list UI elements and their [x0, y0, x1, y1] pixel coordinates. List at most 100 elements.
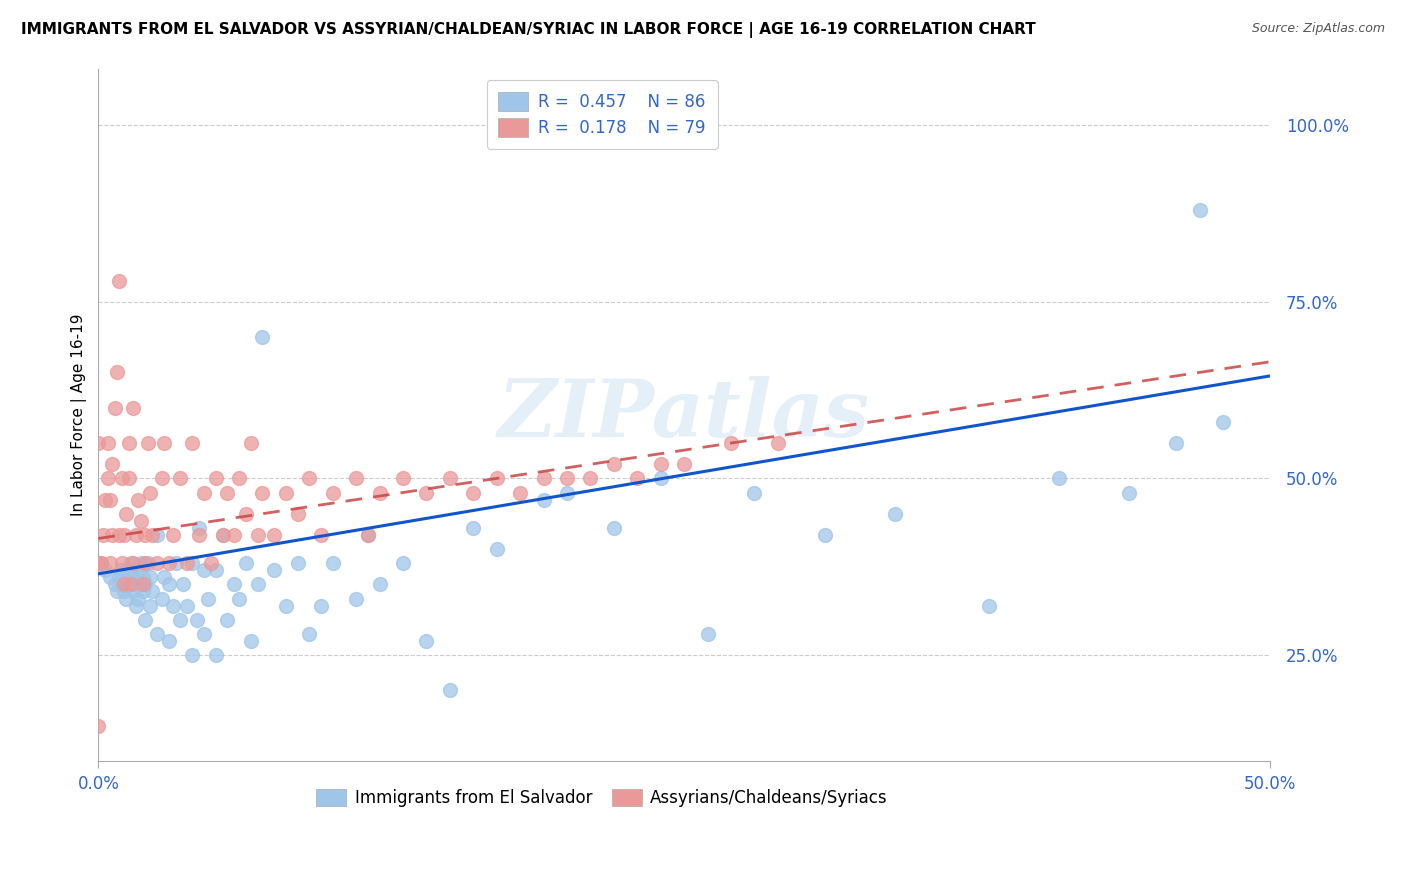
Point	[111, 471, 134, 485]
Point	[118, 436, 141, 450]
Point	[673, 457, 696, 471]
Text: Source: ZipAtlas.com: Source: ZipAtlas.com	[1251, 22, 1385, 36]
Point	[146, 627, 169, 641]
Point	[357, 528, 380, 542]
Point	[108, 570, 131, 584]
Point	[415, 485, 437, 500]
Point	[533, 492, 555, 507]
Point	[146, 528, 169, 542]
Point	[181, 436, 204, 450]
Point	[579, 471, 602, 485]
Point	[105, 584, 128, 599]
Point	[125, 599, 148, 613]
Point	[235, 507, 257, 521]
Point	[298, 627, 321, 641]
Point	[134, 528, 156, 542]
Point	[90, 556, 112, 570]
Point	[1188, 202, 1211, 217]
Point	[744, 485, 766, 500]
Point	[1166, 436, 1188, 450]
Point	[141, 528, 163, 542]
Point	[111, 577, 134, 591]
Point	[132, 584, 155, 599]
Point	[157, 577, 180, 591]
Point	[626, 471, 648, 485]
Point	[463, 485, 485, 500]
Point	[153, 570, 176, 584]
Point	[115, 570, 138, 584]
Point	[122, 556, 145, 570]
Point	[211, 528, 233, 542]
Point	[112, 577, 135, 591]
Point	[97, 471, 120, 485]
Point	[309, 599, 332, 613]
Point	[246, 577, 269, 591]
Point	[134, 577, 156, 591]
Point	[97, 436, 120, 450]
Point	[224, 577, 246, 591]
Point	[603, 521, 626, 535]
Point	[204, 648, 226, 662]
Point	[108, 273, 131, 287]
Point	[120, 577, 142, 591]
Point	[108, 528, 131, 542]
Point	[122, 401, 145, 415]
Point	[101, 528, 124, 542]
Point	[139, 570, 162, 584]
Point	[87, 719, 110, 733]
Point	[309, 528, 332, 542]
Point	[87, 556, 110, 570]
Point	[165, 556, 187, 570]
Point	[193, 627, 215, 641]
Point	[188, 521, 211, 535]
Point	[127, 492, 149, 507]
Point	[129, 556, 152, 570]
Point	[120, 556, 142, 570]
Point	[720, 436, 742, 450]
Point	[211, 528, 233, 542]
Point	[228, 591, 250, 606]
Point	[239, 634, 262, 648]
Point	[94, 563, 117, 577]
Point	[87, 436, 110, 450]
Point	[1118, 485, 1140, 500]
Point	[368, 485, 391, 500]
Point	[112, 528, 135, 542]
Point	[485, 542, 508, 557]
Point	[274, 599, 297, 613]
Point	[118, 577, 141, 591]
Point	[977, 599, 1000, 613]
Point	[181, 648, 204, 662]
Point	[101, 457, 124, 471]
Point	[162, 528, 184, 542]
Point	[485, 471, 508, 485]
Point	[186, 613, 208, 627]
Point	[415, 634, 437, 648]
Point	[368, 577, 391, 591]
Point	[98, 492, 121, 507]
Point	[235, 556, 257, 570]
Point	[298, 471, 321, 485]
Point	[322, 556, 344, 570]
Point	[157, 556, 180, 570]
Point	[127, 563, 149, 577]
Point	[105, 365, 128, 379]
Point	[91, 528, 114, 542]
Point	[111, 556, 134, 570]
Point	[112, 584, 135, 599]
Point	[98, 570, 121, 584]
Point	[134, 556, 156, 570]
Point	[134, 613, 156, 627]
Point	[169, 613, 191, 627]
Point	[322, 485, 344, 500]
Point	[193, 485, 215, 500]
Point	[146, 556, 169, 570]
Point	[132, 570, 155, 584]
Point	[115, 507, 138, 521]
Point	[239, 436, 262, 450]
Y-axis label: In Labor Force | Age 16-19: In Labor Force | Age 16-19	[72, 314, 87, 516]
Point	[125, 528, 148, 542]
Point	[224, 528, 246, 542]
Point	[172, 577, 194, 591]
Point	[439, 683, 461, 698]
